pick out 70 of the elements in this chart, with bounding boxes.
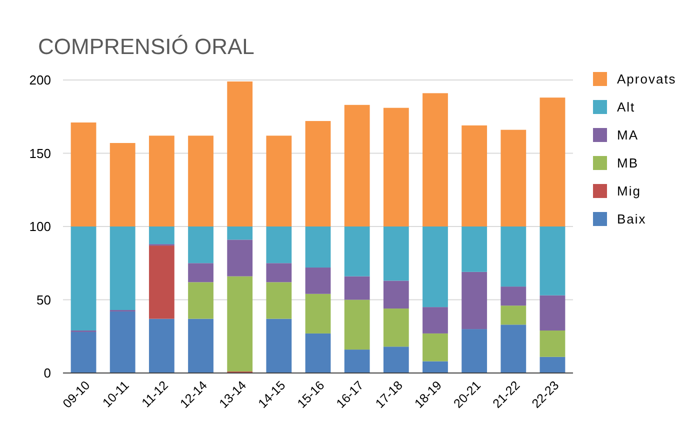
bar <box>305 294 331 334</box>
bar <box>422 361 448 373</box>
bar <box>540 226 566 296</box>
bar <box>540 356 566 373</box>
bar <box>266 263 292 282</box>
bar <box>383 108 409 226</box>
bar <box>110 142 136 226</box>
bar <box>500 130 526 226</box>
bar <box>500 226 526 287</box>
legend-label: Alt <box>617 100 636 115</box>
bar <box>344 104 370 226</box>
y-tick-label: 200 <box>29 72 51 88</box>
bar <box>344 226 370 276</box>
bar <box>110 226 136 310</box>
bar <box>344 350 370 373</box>
y-tick-label: 0 <box>44 366 51 381</box>
bar <box>540 295 566 331</box>
bar <box>500 306 526 325</box>
bar <box>188 318 214 373</box>
bar <box>540 98 566 226</box>
bar <box>305 121 331 226</box>
bar <box>148 318 174 373</box>
chart-title: COMPRENSIÓ ORAL <box>38 34 254 59</box>
bar <box>148 246 174 319</box>
bar <box>462 125 488 226</box>
legend-label: Mig <box>617 184 641 199</box>
bar <box>344 300 370 350</box>
bar <box>383 346 409 373</box>
y-tick-label: 150 <box>29 146 51 161</box>
bar <box>110 311 136 373</box>
bar <box>70 226 96 331</box>
bar <box>188 282 214 319</box>
bar <box>266 226 292 264</box>
bar <box>227 226 253 240</box>
y-tick-label: 100 <box>29 219 51 234</box>
bar <box>383 308 409 347</box>
y-tick-label: 50 <box>36 292 51 308</box>
bar <box>148 136 174 226</box>
bar <box>383 280 409 309</box>
bar <box>540 330 566 357</box>
bar <box>462 272 488 330</box>
bar <box>188 263 214 282</box>
bar <box>422 226 448 308</box>
bar <box>500 286 526 306</box>
bar <box>188 136 214 226</box>
bar <box>266 136 292 226</box>
bar <box>227 276 253 372</box>
bar <box>188 226 214 264</box>
legend-label: MA <box>617 128 638 143</box>
bar <box>227 81 253 226</box>
bar <box>422 307 448 334</box>
legend-label: Aprovats <box>617 72 676 87</box>
bar <box>500 324 526 373</box>
bar <box>305 268 331 294</box>
bar <box>266 282 292 319</box>
bar <box>305 226 331 268</box>
bar <box>344 276 370 300</box>
bar <box>148 226 174 244</box>
bar <box>266 318 292 373</box>
bar <box>422 93 448 226</box>
bar <box>305 333 331 373</box>
bar <box>422 333 448 362</box>
legend-label: Baix <box>617 212 646 227</box>
bar <box>462 226 488 272</box>
bar <box>227 240 253 276</box>
legend-label: MB <box>617 156 638 171</box>
bar <box>70 122 96 226</box>
bar <box>462 329 488 373</box>
bar <box>70 332 96 373</box>
bar <box>383 226 409 281</box>
